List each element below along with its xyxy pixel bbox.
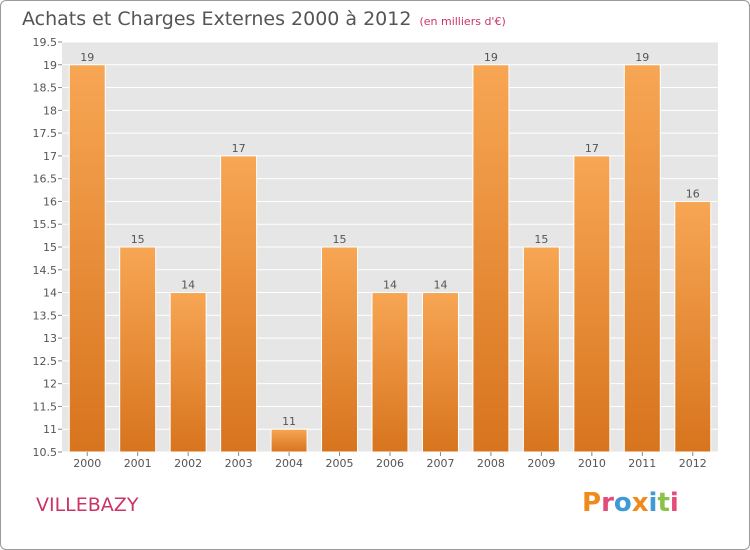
y-tick-label: 13.5 (33, 309, 58, 322)
data-label-2000: 19 (80, 51, 94, 64)
y-tick-label: 13 (43, 332, 57, 345)
logo-letter: P (582, 488, 602, 518)
logo-letter: i (669, 488, 679, 518)
x-tick-label-2002: 2002 (174, 457, 202, 470)
x-tick-label-2011: 2011 (628, 457, 656, 470)
logo-letter: r (601, 488, 614, 518)
y-tick-label: 12 (43, 378, 57, 391)
data-label-2001: 15 (131, 233, 145, 246)
bar-2006 (371, 292, 409, 453)
bar-2012 (674, 200, 712, 453)
x-tick-label-2007: 2007 (426, 457, 454, 470)
data-label-2002: 14 (181, 279, 195, 292)
logo-letter: o (613, 488, 632, 518)
y-tick-label: 18 (43, 104, 57, 117)
y-tick-label: 16.5 (33, 173, 58, 186)
chart-subtitle: (en milliers d'€) (419, 15, 506, 28)
y-tick-label: 19.5 (33, 36, 58, 49)
x-tick-label-2006: 2006 (376, 457, 404, 470)
data-labels: 19 15 14 17 11 15 14 14 19 15 17 19 16 (80, 51, 700, 428)
x-tick-label-2001: 2001 (124, 457, 152, 470)
y-tick-label: 14.5 (33, 264, 58, 277)
logo-letter: t (657, 488, 670, 518)
x-tick-label-2000: 2000 (73, 457, 101, 470)
bar-2008 (472, 64, 510, 453)
data-label-2003: 17 (232, 142, 246, 155)
x-tick-label-2012: 2012 (679, 457, 707, 470)
commune-name: VILLEBAZY (36, 494, 139, 516)
y-tick-label: 11.5 (33, 400, 58, 413)
bar-2007 (421, 292, 459, 453)
y-tick-label: 17 (43, 150, 57, 163)
bar-2011 (623, 64, 661, 453)
data-label-2009: 15 (534, 233, 548, 246)
data-label-2008: 19 (484, 51, 498, 64)
bar-2009 (522, 246, 560, 453)
bar-2010 (573, 155, 611, 453)
chart-header: Achats et Charges Externes 2000 à 2012 (e… (22, 8, 506, 30)
data-label-2007: 14 (433, 279, 447, 292)
y-tick-label: 19 (43, 59, 57, 72)
y-tick-label: 14 (43, 287, 57, 300)
x-tick-label-2003: 2003 (225, 457, 253, 470)
data-label-2004: 11 (282, 415, 296, 428)
x-tick-label-2010: 2010 (578, 457, 606, 470)
y-tick-label: 11 (43, 423, 57, 436)
bar-2003 (220, 155, 258, 453)
x-tick-label-2005: 2005 (326, 457, 354, 470)
proxiti-logo[interactable]: Proxiti (582, 488, 679, 518)
bar-2005 (321, 246, 359, 453)
y-tick-label: 18.5 (33, 82, 58, 95)
bar-2000 (68, 64, 106, 453)
data-label-2005: 15 (333, 233, 347, 246)
y-tick-label: 12.5 (33, 355, 58, 368)
x-tick-label-2009: 2009 (527, 457, 555, 470)
bar-2004 (270, 428, 308, 453)
data-label-2011: 19 (635, 51, 649, 64)
y-axis: 10.5 11 11.5 12 12.5 13 13.5 14 14.5 15 15.5 16 16.5… (33, 36, 62, 459)
y-tick-label: 15.5 (33, 218, 58, 231)
bar-2001 (119, 246, 157, 453)
y-tick-label: 16 (43, 195, 57, 208)
logo-letter: i (648, 488, 658, 518)
chart-title: Achats et Charges Externes 2000 à 2012 (22, 8, 412, 30)
y-tick-label: 15 (43, 241, 57, 254)
data-label-2012: 16 (686, 187, 700, 200)
x-axis: 2000 2001 2002 2003 2004 2005 2006 2007 2008 2009… (73, 452, 707, 470)
y-tick-label: 10.5 (33, 446, 58, 459)
x-tick-label-2004: 2004 (275, 457, 303, 470)
data-label-2010: 17 (585, 142, 599, 155)
logo-letter: x (631, 488, 649, 518)
data-label-2006: 14 (383, 279, 397, 292)
y-tick-label: 17.5 (33, 127, 58, 140)
bar-2002 (169, 292, 207, 453)
x-tick-label-2008: 2008 (477, 457, 505, 470)
bars (68, 64, 712, 453)
